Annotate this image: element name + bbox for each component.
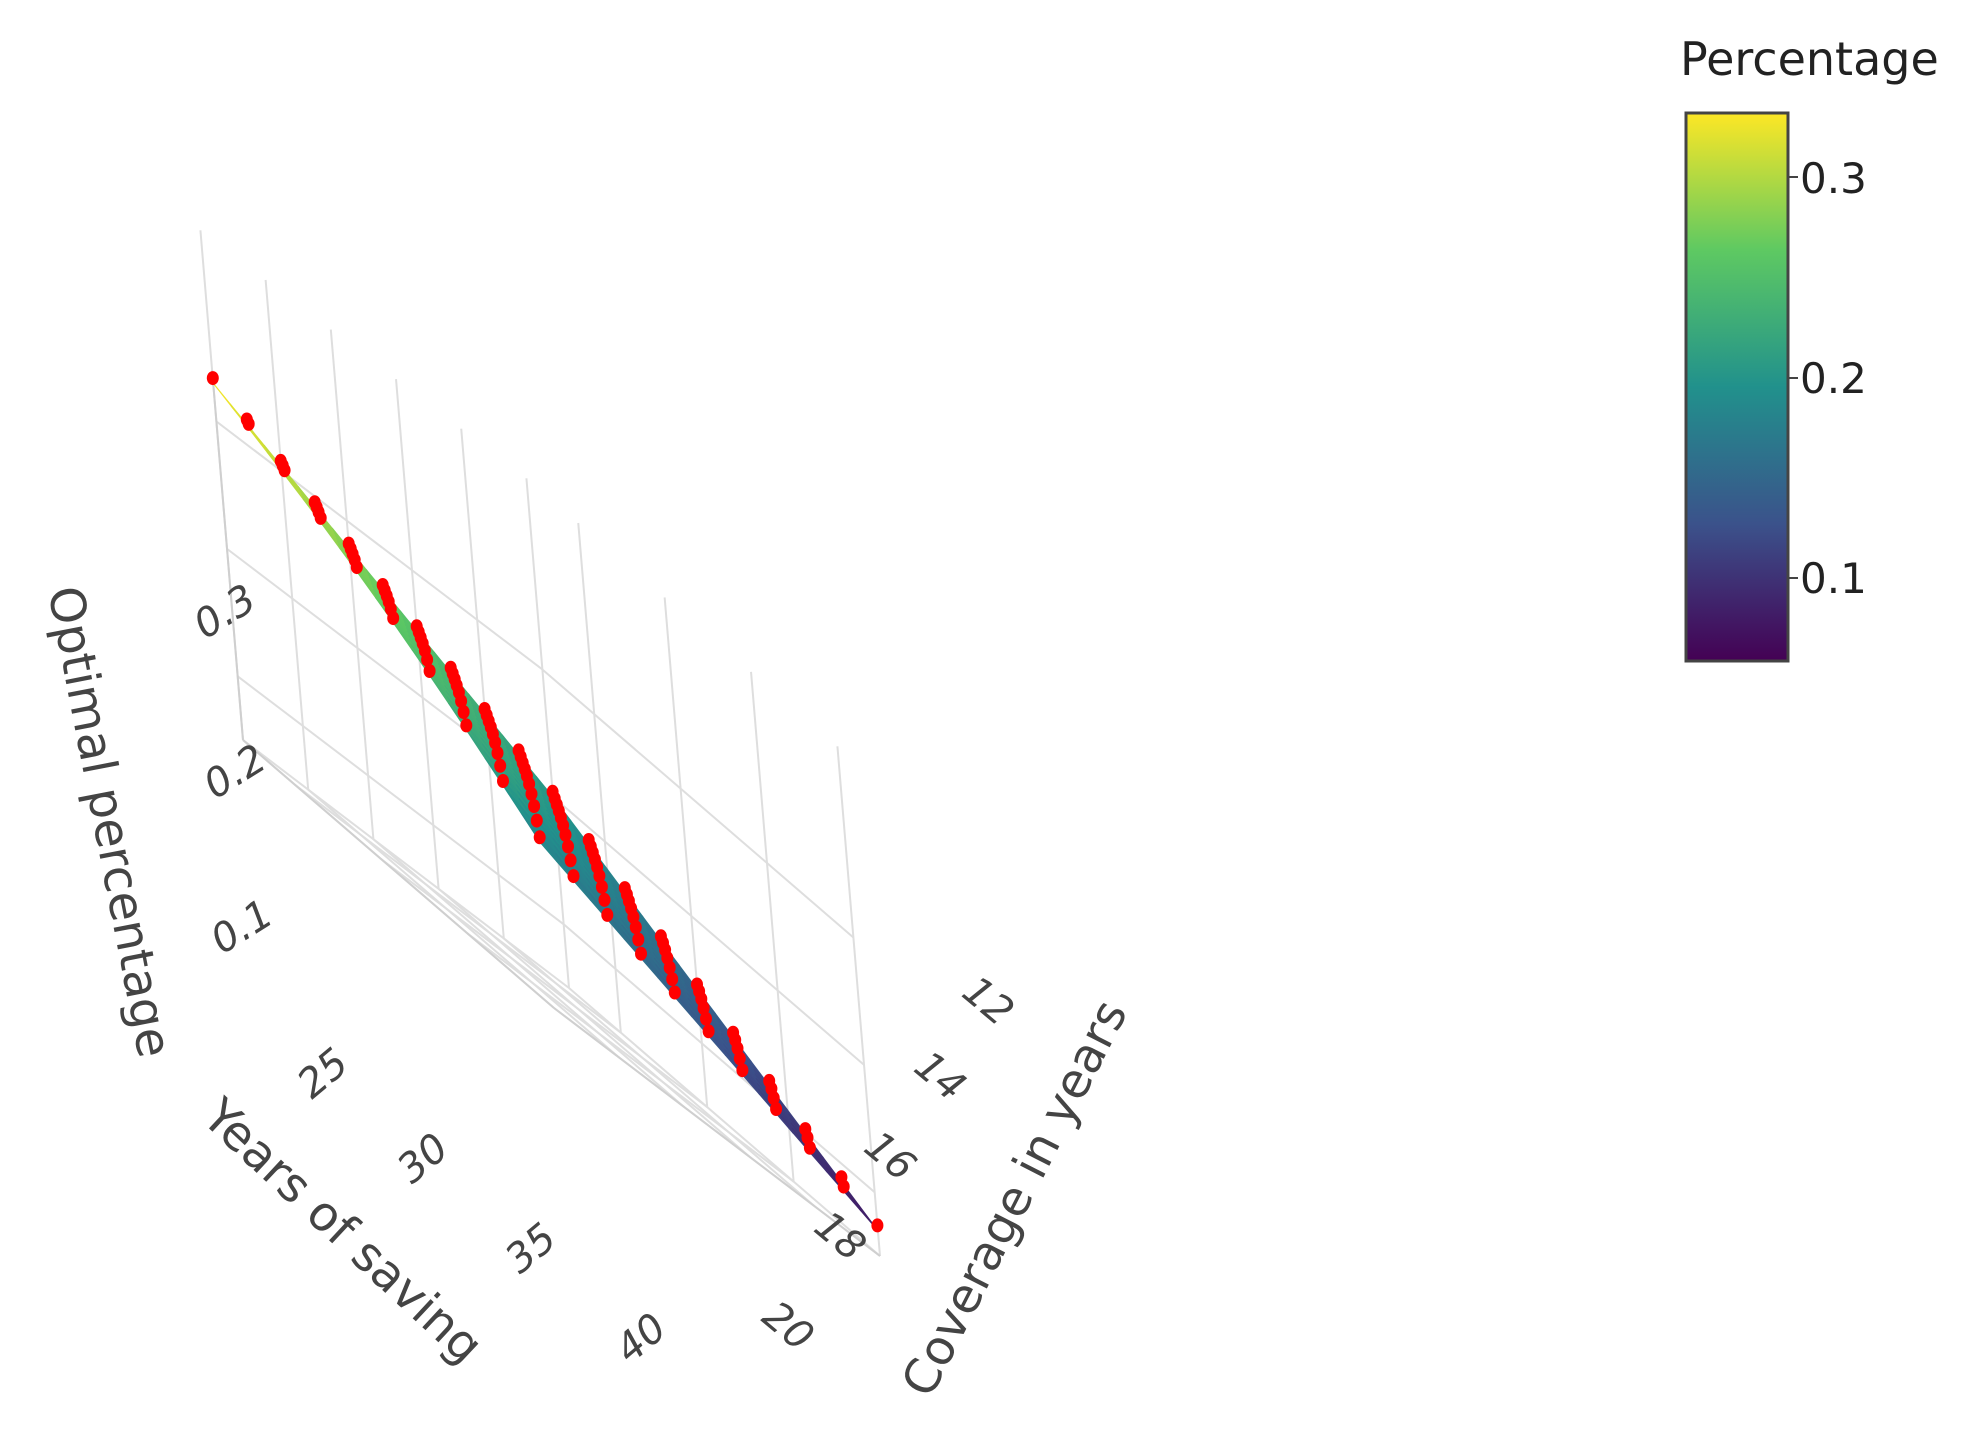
data-point [350, 560, 363, 575]
grid-line-y [372, 838, 686, 1108]
data-point [697, 1001, 710, 1015]
z-axis-title: Optimal percentage [36, 582, 182, 1062]
grid-line-z [237, 675, 565, 926]
colorbar-tick-0.2: 0.2 [1800, 354, 1867, 403]
data-point [314, 510, 327, 525]
data-point [629, 920, 642, 935]
point-cloud [206, 371, 884, 1233]
data-point [206, 371, 219, 386]
grid-line-x [577, 522, 622, 1033]
data-point [460, 718, 473, 733]
z-axis-line [211, 370, 244, 741]
grid-line-y [329, 329, 375, 840]
data-point [668, 985, 681, 1000]
data-point [700, 1011, 712, 1026]
grid-line-z [563, 923, 876, 1194]
y-tick-16: 16 [856, 1122, 925, 1190]
data-point [767, 1091, 780, 1105]
z-tick-0.1: 0.1 [203, 891, 281, 964]
colorbar-title: Percentage [1680, 32, 1939, 86]
data-point [491, 746, 504, 760]
grid-line-x [750, 671, 795, 1182]
data-point [733, 1051, 746, 1066]
grid-line-x [380, 858, 708, 1108]
data-point [494, 758, 507, 773]
data-point [666, 972, 679, 987]
data-point [562, 839, 574, 854]
z-tick-labels: 0.3 0.2 0.1 [186, 576, 281, 964]
data-point [736, 1063, 749, 1078]
data-point [663, 960, 676, 975]
z-tick-0.2: 0.2 [196, 736, 274, 809]
data-point [528, 799, 541, 814]
z-tick-0.3: 0.3 [186, 576, 264, 649]
data-point [455, 694, 468, 709]
data-point [702, 1024, 715, 1039]
x-axis-title: Years of saving [191, 1087, 494, 1374]
grid-line-x [836, 746, 881, 1257]
data-point [497, 774, 509, 788]
grid-line-y [503, 937, 816, 1208]
y-tick-12: 12 [954, 967, 1023, 1035]
data-point [632, 932, 645, 947]
grid-line-z [215, 420, 543, 671]
data-point [530, 813, 543, 828]
grid-line-y [307, 788, 620, 1059]
x-tick-35: 35 [497, 1215, 566, 1283]
data-point [564, 853, 577, 868]
data-point [803, 1140, 816, 1155]
grid-line-y [460, 428, 505, 939]
data-point [533, 830, 546, 845]
data-point [871, 1218, 884, 1233]
data-point [593, 868, 606, 883]
data-point [457, 705, 470, 719]
data-point [567, 869, 580, 884]
data-point [525, 786, 538, 801]
data-point [635, 946, 647, 961]
y-tick-20: 20 [754, 1292, 823, 1360]
grid-line [525, 478, 570, 989]
data-point [595, 879, 608, 894]
colorbar-tick-0.3: 0.3 [1800, 154, 1867, 203]
x-tick-30: 30 [389, 1125, 458, 1193]
grid-line-y [437, 888, 751, 1158]
data-point [489, 735, 502, 750]
x-axis-line [242, 739, 555, 1009]
data-point [601, 907, 614, 922]
grid-line-z [552, 796, 865, 1066]
colorbar-tick-0.1: 0.1 [1800, 554, 1867, 603]
data-point [278, 463, 291, 478]
data-point [598, 892, 611, 907]
colorbar-gradient [1684, 111, 1790, 663]
data-point [242, 416, 255, 431]
x-tick-40: 40 [607, 1305, 676, 1373]
data-point [770, 1102, 783, 1116]
colorbar-ticks: 0.3 0.2 0.1 [1788, 154, 1867, 603]
y-axis-line [553, 1007, 881, 1257]
grid-line-y [264, 279, 310, 790]
data-point [387, 611, 400, 626]
data-point [423, 664, 436, 678]
data-point [837, 1179, 850, 1194]
data-point [421, 652, 434, 667]
data-point [559, 827, 572, 842]
grid-line-z [541, 668, 855, 939]
x-tick-25: 25 [289, 1040, 358, 1108]
y-tick-14: 14 [906, 1042, 975, 1110]
colorbar: Percentage 0.3 0.2 0.1 [1680, 32, 1939, 663]
